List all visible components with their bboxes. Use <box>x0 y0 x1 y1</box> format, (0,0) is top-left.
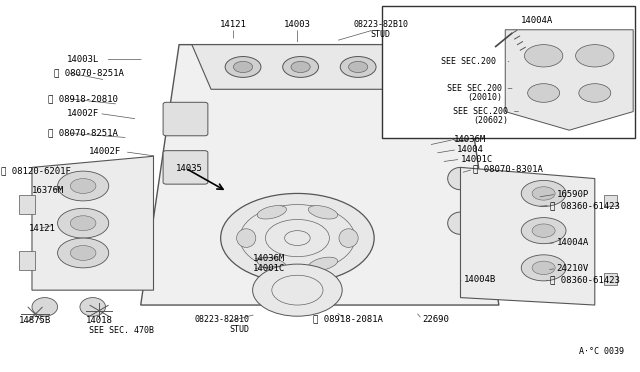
Text: 08223-82B10: 08223-82B10 <box>353 20 408 29</box>
Polygon shape <box>192 45 448 89</box>
Text: 14004A: 14004A <box>521 16 554 25</box>
Circle shape <box>532 187 555 200</box>
Ellipse shape <box>448 167 473 190</box>
Circle shape <box>392 57 428 77</box>
Text: Ⓑ 08070-8301A: Ⓑ 08070-8301A <box>473 165 543 174</box>
Bar <box>19 195 35 214</box>
Circle shape <box>283 57 319 77</box>
Circle shape <box>70 246 96 260</box>
Polygon shape <box>505 30 633 130</box>
Text: 14036M: 14036M <box>454 135 486 144</box>
Text: 14004B: 14004B <box>464 275 496 284</box>
Circle shape <box>58 238 109 268</box>
Bar <box>604 273 617 285</box>
Ellipse shape <box>448 119 473 141</box>
Text: 14001C: 14001C <box>253 264 285 273</box>
Text: 14035: 14035 <box>176 164 203 173</box>
Circle shape <box>58 208 109 238</box>
Ellipse shape <box>308 257 338 270</box>
Text: 14001C: 14001C <box>461 155 493 164</box>
Text: Ⓢ 08360-61423: Ⓢ 08360-61423 <box>550 275 620 284</box>
FancyBboxPatch shape <box>163 151 208 184</box>
Text: 14004: 14004 <box>458 145 484 154</box>
Text: Ⓝ 08918-2081A: Ⓝ 08918-2081A <box>314 315 383 324</box>
Text: Ⓑ 08070-8251A: Ⓑ 08070-8251A <box>54 68 124 77</box>
Text: STUD: STUD <box>371 30 390 39</box>
Text: 14004A: 14004A <box>556 238 589 247</box>
FancyBboxPatch shape <box>163 102 208 136</box>
Ellipse shape <box>308 206 338 219</box>
Text: 16376M: 16376M <box>32 186 64 195</box>
Text: A·°C 0039: A·°C 0039 <box>579 347 623 356</box>
Circle shape <box>521 218 566 244</box>
Circle shape <box>532 224 555 237</box>
Text: (20010): (20010) <box>467 93 502 102</box>
Text: Ⓑ 08120-6201F: Ⓑ 08120-6201F <box>1 166 70 175</box>
Ellipse shape <box>32 298 58 316</box>
Ellipse shape <box>257 257 287 270</box>
Bar <box>604 195 617 206</box>
Circle shape <box>58 171 109 201</box>
Circle shape <box>225 57 261 77</box>
Text: 14875B: 14875B <box>19 316 51 325</box>
Circle shape <box>349 61 368 73</box>
Circle shape <box>234 61 253 73</box>
Text: 14002F: 14002F <box>89 147 122 156</box>
Circle shape <box>524 45 563 67</box>
Text: 14121: 14121 <box>29 224 56 233</box>
Circle shape <box>70 179 96 193</box>
Text: 24210V: 24210V <box>556 264 589 273</box>
Text: Ⓢ 08360-61423: Ⓢ 08360-61423 <box>550 201 620 210</box>
Text: 08223-82810: 08223-82810 <box>195 315 250 324</box>
Circle shape <box>70 216 96 231</box>
Text: SEE SEC.200: SEE SEC.200 <box>441 57 495 66</box>
Circle shape <box>340 57 376 77</box>
Text: STUD: STUD <box>229 325 250 334</box>
Ellipse shape <box>339 229 358 247</box>
Circle shape <box>579 84 611 102</box>
Circle shape <box>575 45 614 67</box>
Text: Ⓑ 08070-8251A: Ⓑ 08070-8251A <box>48 129 118 138</box>
Text: 14003L: 14003L <box>67 55 99 64</box>
Circle shape <box>521 180 566 206</box>
Text: 14121: 14121 <box>220 20 247 29</box>
Circle shape <box>400 61 419 73</box>
Polygon shape <box>32 156 154 290</box>
Bar <box>19 251 35 270</box>
Circle shape <box>532 261 555 275</box>
Text: Ⓝ 08918-20810: Ⓝ 08918-20810 <box>48 94 118 103</box>
Text: 22690: 22690 <box>422 315 449 324</box>
Circle shape <box>221 193 374 283</box>
Text: (20602): (20602) <box>474 116 508 125</box>
Bar <box>383 6 635 138</box>
Text: 16590P: 16590P <box>556 190 589 199</box>
Text: 14002F: 14002F <box>67 109 99 118</box>
Circle shape <box>253 264 342 316</box>
Ellipse shape <box>257 206 287 219</box>
Text: SEE SEC.200: SEE SEC.200 <box>454 107 508 116</box>
Circle shape <box>291 61 310 73</box>
Circle shape <box>527 84 559 102</box>
Circle shape <box>521 255 566 281</box>
Text: SEE SEC.200: SEE SEC.200 <box>447 84 502 93</box>
Polygon shape <box>141 45 499 305</box>
Polygon shape <box>461 167 595 305</box>
Ellipse shape <box>237 229 256 247</box>
Text: SEE SEC. 470B: SEE SEC. 470B <box>89 326 154 335</box>
Ellipse shape <box>448 212 473 234</box>
Text: 14003: 14003 <box>284 20 311 29</box>
Ellipse shape <box>80 298 106 316</box>
Text: 14036M: 14036M <box>253 254 285 263</box>
Text: 14018: 14018 <box>86 316 113 325</box>
